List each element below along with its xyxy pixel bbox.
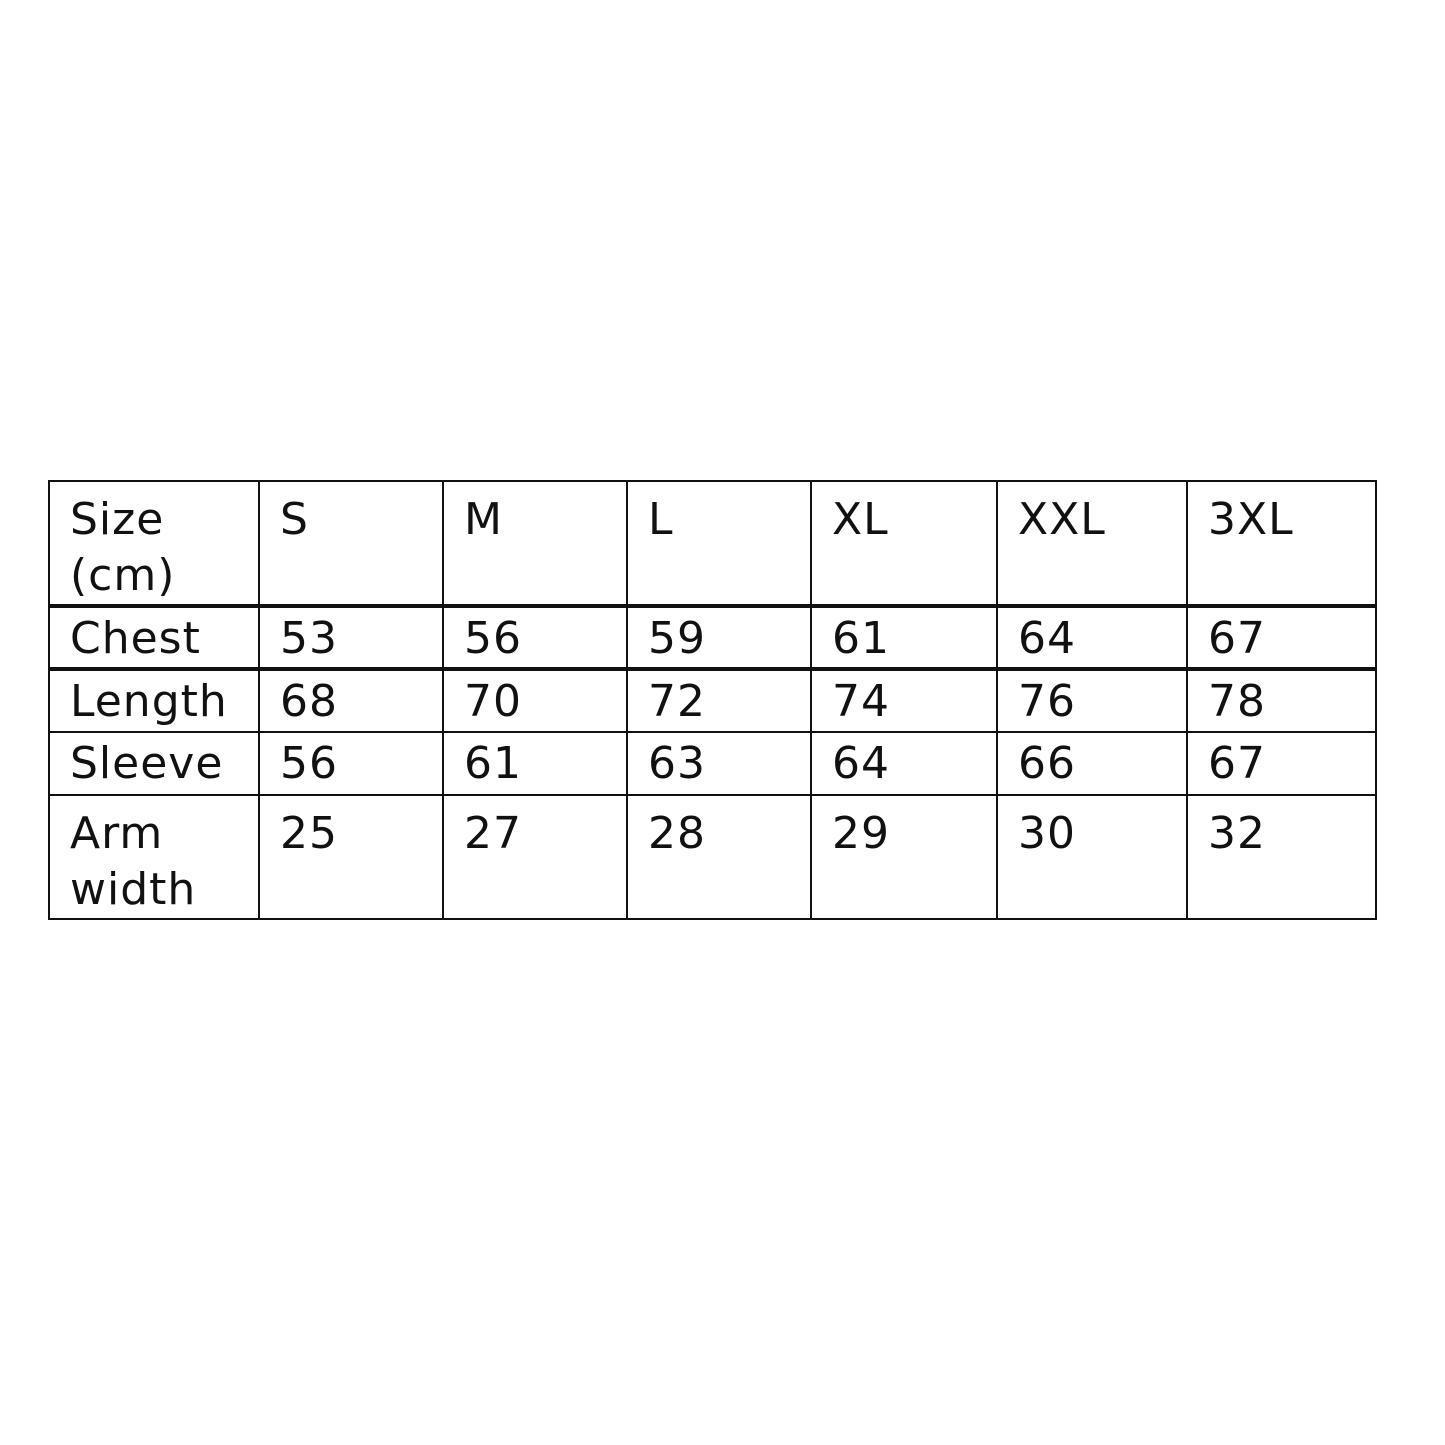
value-cell: 56 [258, 731, 444, 796]
value-cell: 67 [1186, 731, 1377, 796]
table-row: Sleeve 56 61 63 64 66 67 [48, 731, 1377, 796]
row-label-cell: Sleeve [48, 731, 260, 796]
value-cell: 3XL [1186, 480, 1377, 608]
value-cell: L [626, 480, 812, 608]
value-cell: 78 [1186, 668, 1377, 733]
row-label-cell: Length [48, 668, 260, 733]
table-row: Chest 53 56 59 61 64 67 [48, 605, 1377, 671]
row-label-cell: Size (cm) [48, 480, 260, 608]
value-cell: 72 [626, 668, 812, 733]
value-cell: M [442, 480, 628, 608]
value-cell: 28 [626, 794, 812, 920]
value-cell: 74 [810, 668, 998, 733]
value-cell: 63 [626, 731, 812, 796]
table-row: Length 68 70 72 74 76 78 [48, 668, 1377, 733]
value-cell: 27 [442, 794, 628, 920]
value-cell: 68 [258, 668, 444, 733]
value-cell: XXL [996, 480, 1188, 608]
value-cell: 66 [996, 731, 1188, 796]
value-cell: 67 [1186, 605, 1377, 671]
value-cell: 29 [810, 794, 998, 920]
row-label-cell: Arm width [48, 794, 260, 920]
value-cell: XL [810, 480, 998, 608]
size-chart-table: Size (cm) S M L XL XXL 3XL Chest 53 56 59 61 64 67 Len… [48, 480, 1377, 920]
value-cell: 56 [442, 605, 628, 671]
value-cell: 64 [810, 731, 998, 796]
header-row: Size (cm) S M L XL XXL 3XL [48, 480, 1377, 608]
value-cell: 32 [1186, 794, 1377, 920]
value-cell: 59 [626, 605, 812, 671]
value-cell: 76 [996, 668, 1188, 733]
row-label-cell: Chest [48, 605, 260, 671]
value-cell: 25 [258, 794, 444, 920]
value-cell: 53 [258, 605, 444, 671]
value-cell: 70 [442, 668, 628, 733]
value-cell: 61 [810, 605, 998, 671]
table-row: Arm width 25 27 28 29 30 32 [48, 794, 1377, 920]
value-cell: 61 [442, 731, 628, 796]
value-cell: 30 [996, 794, 1188, 920]
value-cell: 64 [996, 605, 1188, 671]
value-cell: S [258, 480, 444, 608]
